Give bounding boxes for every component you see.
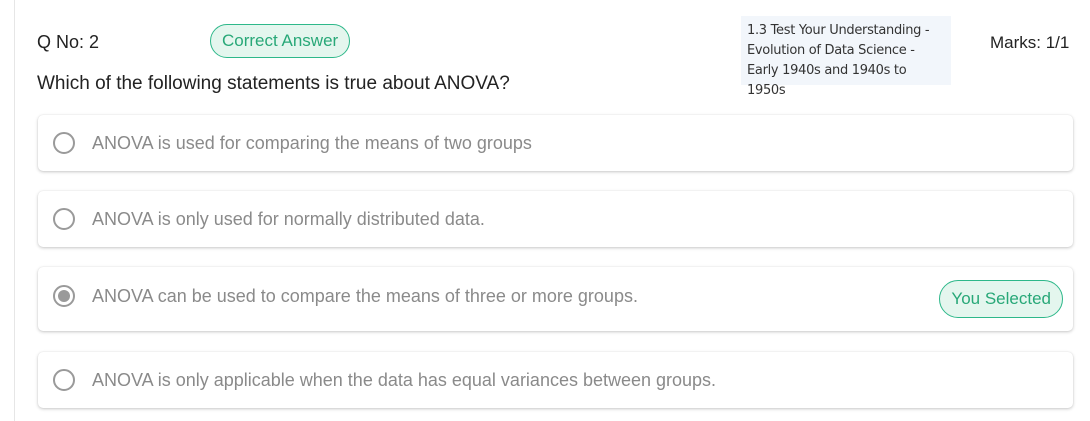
question-text: Which of the following statements is tru… [37, 73, 510, 94]
option-4-text: ANOVA is only applicable when the data h… [92, 370, 717, 390]
you-selected-badge: You Selected [939, 280, 1063, 318]
option-1[interactable]: ANOVA is used for comparing the means of… [38, 115, 1073, 171]
radio-empty-icon[interactable] [53, 208, 75, 230]
radio-empty-icon[interactable] [53, 132, 75, 154]
correct-answer-badge: Correct Answer [210, 24, 351, 58]
question-number: Q No: 2 [37, 32, 100, 52]
option-2-text: ANOVA is only used for normally distribu… [92, 209, 485, 229]
topic-label: 1.3 Test Your Understanding - Evolution … [741, 16, 951, 98]
option-3[interactable]: ANOVA can be used to compare the means o… [38, 267, 1073, 331]
radio-empty-icon[interactable] [53, 369, 75, 391]
option-1-text: ANOVA is used for comparing the means of… [92, 133, 532, 153]
radio-filled-icon[interactable] [53, 285, 75, 307]
option-3-text: ANOVA can be used to compare the means o… [92, 286, 638, 306]
option-4[interactable]: ANOVA is only applicable when the data h… [38, 352, 1073, 408]
option-2[interactable]: ANOVA is only used for normally distribu… [38, 191, 1073, 247]
left-divider [14, 0, 15, 421]
marks-label: Marks: 1/1 [990, 33, 1070, 52]
